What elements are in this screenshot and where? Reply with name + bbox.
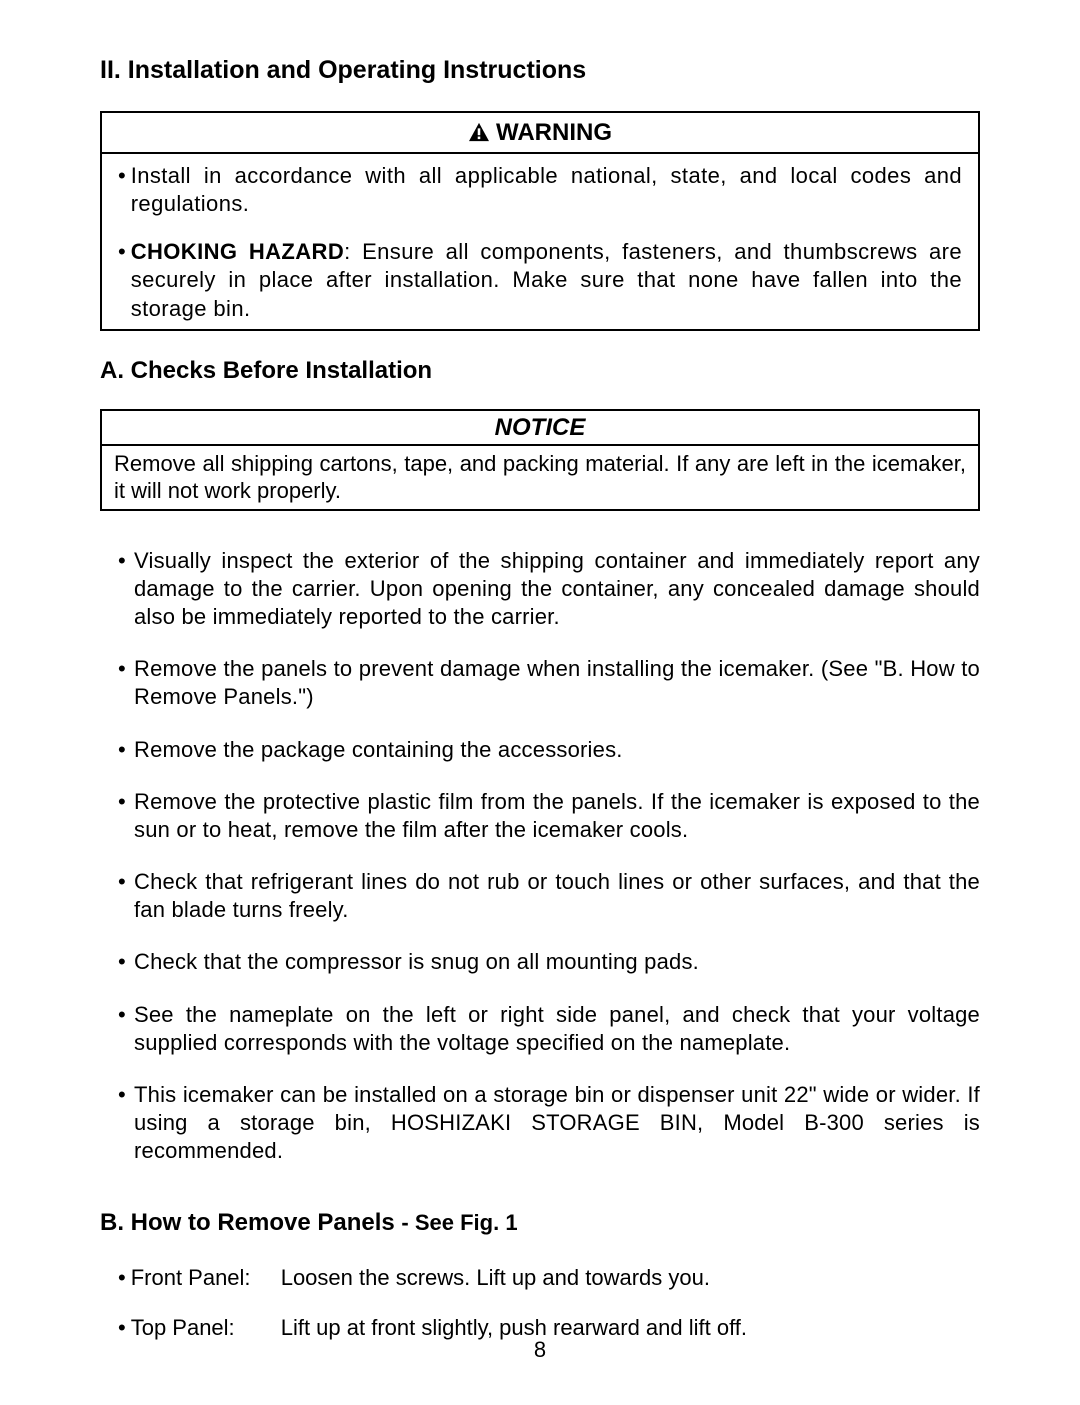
warning-bullet: • CHOKING HAZARD: Ensure all components,… [118, 238, 962, 322]
panel-row: • Front Panel: Loosen the screws. Lift u… [100, 1265, 980, 1291]
warning-bullet: • Install in accordance with all applica… [118, 162, 962, 218]
panel-label: Front Panel: [131, 1265, 281, 1291]
section-title: II. Installation and Operating Instructi… [100, 56, 980, 85]
list-item: Check that refrigerant lines do not rub … [118, 868, 980, 924]
list-item: Remove the protective plastic film from … [118, 788, 980, 844]
subsection-b-title-suffix: - See Fig. 1 [401, 1210, 517, 1235]
subsection-b-title-main: B. How to Remove Panels [100, 1209, 401, 1236]
notice-body: Remove all shipping cartons, tape, and p… [102, 446, 978, 509]
subsection-a-title: A. Checks Before Installation [100, 357, 980, 385]
notice-box: NOTICE Remove all shipping cartons, tape… [100, 409, 980, 511]
list-item: See the nameplate on the left or right s… [118, 1001, 980, 1057]
notice-header: NOTICE [102, 411, 978, 446]
panel-desc: Loosen the screws. Lift up and towards y… [281, 1265, 980, 1291]
bullet-dot: • [118, 162, 131, 218]
list-item: Remove the package containing the access… [118, 736, 980, 764]
list-item: Visually inspect the exterior of the shi… [118, 547, 980, 631]
list-item: This icemaker can be installed on a stor… [118, 1081, 980, 1165]
page-number: 8 [0, 1337, 1080, 1363]
warning-body: • Install in accordance with all applica… [102, 154, 978, 329]
warning-header-text: WARNING [496, 119, 612, 146]
list-item: Check that the compressor is snug on all… [118, 948, 980, 976]
bullet-dot: • [118, 1265, 131, 1291]
warning-prefix: CHOKING HAZARD [131, 239, 344, 264]
bullet-dot: • [118, 238, 131, 322]
warning-triangle-icon [468, 122, 490, 142]
warning-box: WARNING • Install in accordance with all… [100, 111, 980, 331]
checks-list: Visually inspect the exterior of the shi… [100, 547, 980, 1166]
list-item: Remove the panels to prevent damage when… [118, 655, 980, 711]
document-page: II. Installation and Operating Instructi… [0, 0, 1080, 1405]
subsection-b-title: B. How to Remove Panels - See Fig. 1 [100, 1209, 980, 1237]
warning-header: WARNING [102, 113, 978, 154]
warning-text: Install in accordance with all applicabl… [131, 163, 962, 216]
